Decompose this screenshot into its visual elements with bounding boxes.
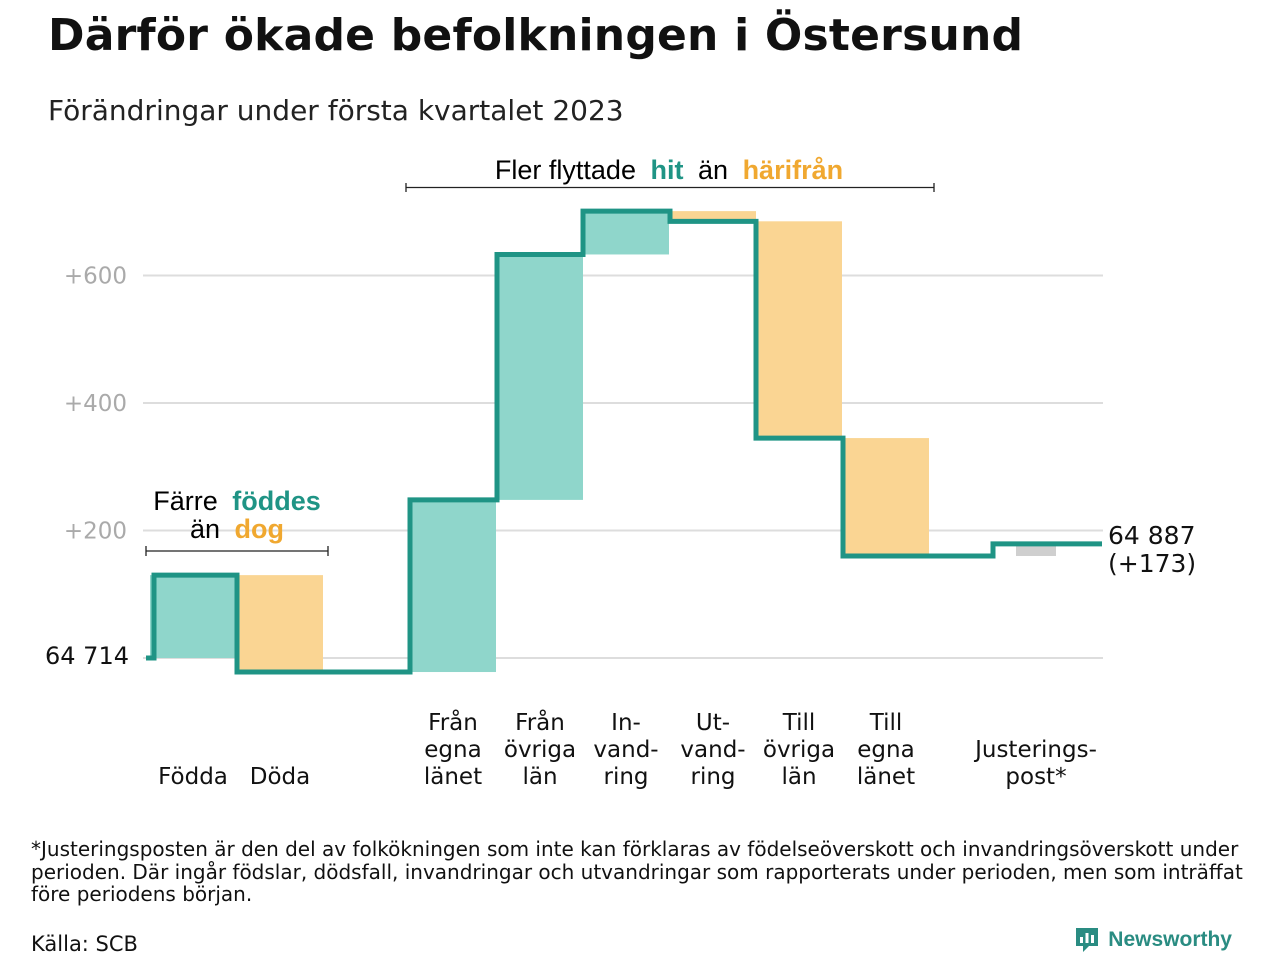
y-tick-label: +600	[64, 264, 127, 290]
bar-out	[843, 438, 929, 556]
annotation-word: än	[698, 155, 728, 185]
bar-in	[410, 499, 496, 673]
category-label: In-	[611, 710, 641, 736]
annotation-emphasis-in: föddes	[232, 486, 321, 516]
newsworthy-logo-icon	[1076, 928, 1099, 952]
svg-text:Färre föddes: Färre föddes	[153, 486, 321, 516]
category-label: övriga	[763, 737, 835, 763]
category-label: Från	[428, 708, 478, 736]
category-label: egna	[424, 737, 481, 763]
category-label: egna	[857, 737, 914, 763]
bar-out	[237, 575, 323, 673]
annotation-bracket	[405, 183, 935, 192]
annotation-word: Fler flyttade	[495, 155, 636, 185]
category-label: post*	[1005, 764, 1066, 790]
bar-adjust	[1016, 543, 1056, 556]
category-label: länet	[424, 764, 482, 790]
waterfall-chart: +200 +400 +600 Färre föddes än dog Fler fl…	[45, 155, 1196, 790]
category-label: län	[781, 764, 816, 790]
start-value-label: 64 714	[45, 642, 129, 670]
category-label: vand-	[680, 737, 745, 763]
category-label: länet	[857, 764, 915, 790]
end-value-label: 64 887	[1108, 521, 1195, 550]
category-label: län	[522, 764, 557, 790]
annotation-emphasis-out: härifrån	[743, 155, 844, 185]
svg-text:Fler flyttade hit: Fler flyttade hit än härifrån	[495, 155, 843, 185]
category-label: Justerings-	[973, 737, 1097, 763]
bar-in	[150, 575, 236, 658]
footnote: *Justeringsposten är den del av folkökni…	[31, 837, 1243, 906]
annotation-word: Färre	[153, 486, 218, 516]
bar-out	[756, 221, 842, 439]
brand-name: Newsworthy	[1108, 928, 1232, 951]
y-tick-label: +200	[64, 519, 127, 545]
annotation-migration: Fler flyttade hit än härifrån	[405, 155, 935, 192]
end-change-label: (+173)	[1108, 549, 1196, 578]
category-label: Från	[515, 708, 565, 736]
y-tick-label: +400	[64, 391, 127, 417]
annotation-birth-death: Färre föddes än dog	[145, 486, 329, 556]
bar-out	[670, 211, 756, 222]
source-label: Källa: SCB	[31, 932, 138, 956]
category-label: övriga	[504, 737, 576, 763]
category-label: Födda	[158, 764, 228, 790]
bar-in	[497, 254, 583, 500]
annotation-emphasis-in: hit	[650, 155, 683, 185]
category-label: Döda	[250, 764, 310, 790]
brand-logo[interactable]: Newsworthy	[1074, 926, 1232, 954]
annotation-word: än	[190, 514, 220, 544]
svg-text:än dog: än dog	[190, 514, 284, 544]
category-label: ring	[603, 764, 648, 790]
bars	[150, 211, 1056, 673]
category-label: vand-	[593, 737, 658, 763]
cumulative-step-line	[146, 208, 1102, 675]
category-label: Till	[869, 710, 903, 736]
bar-in	[583, 211, 669, 255]
y-tick-labels: +200 +400 +600	[64, 264, 127, 545]
category-labels: Födda DödaFrånegnalänetFrånövrigalänIn-va…	[158, 708, 1097, 790]
annotation-bracket	[145, 546, 329, 556]
category-label: ring	[690, 764, 735, 790]
chart-title: Därför ökade befolkningen i Östersund	[48, 10, 1024, 61]
chart-subtitle: Förändringar under första kvartalet 2023	[48, 94, 624, 127]
category-label: Till	[782, 710, 816, 736]
annotation-emphasis-out: dog	[235, 514, 284, 544]
category-label: Ut-	[696, 710, 730, 736]
